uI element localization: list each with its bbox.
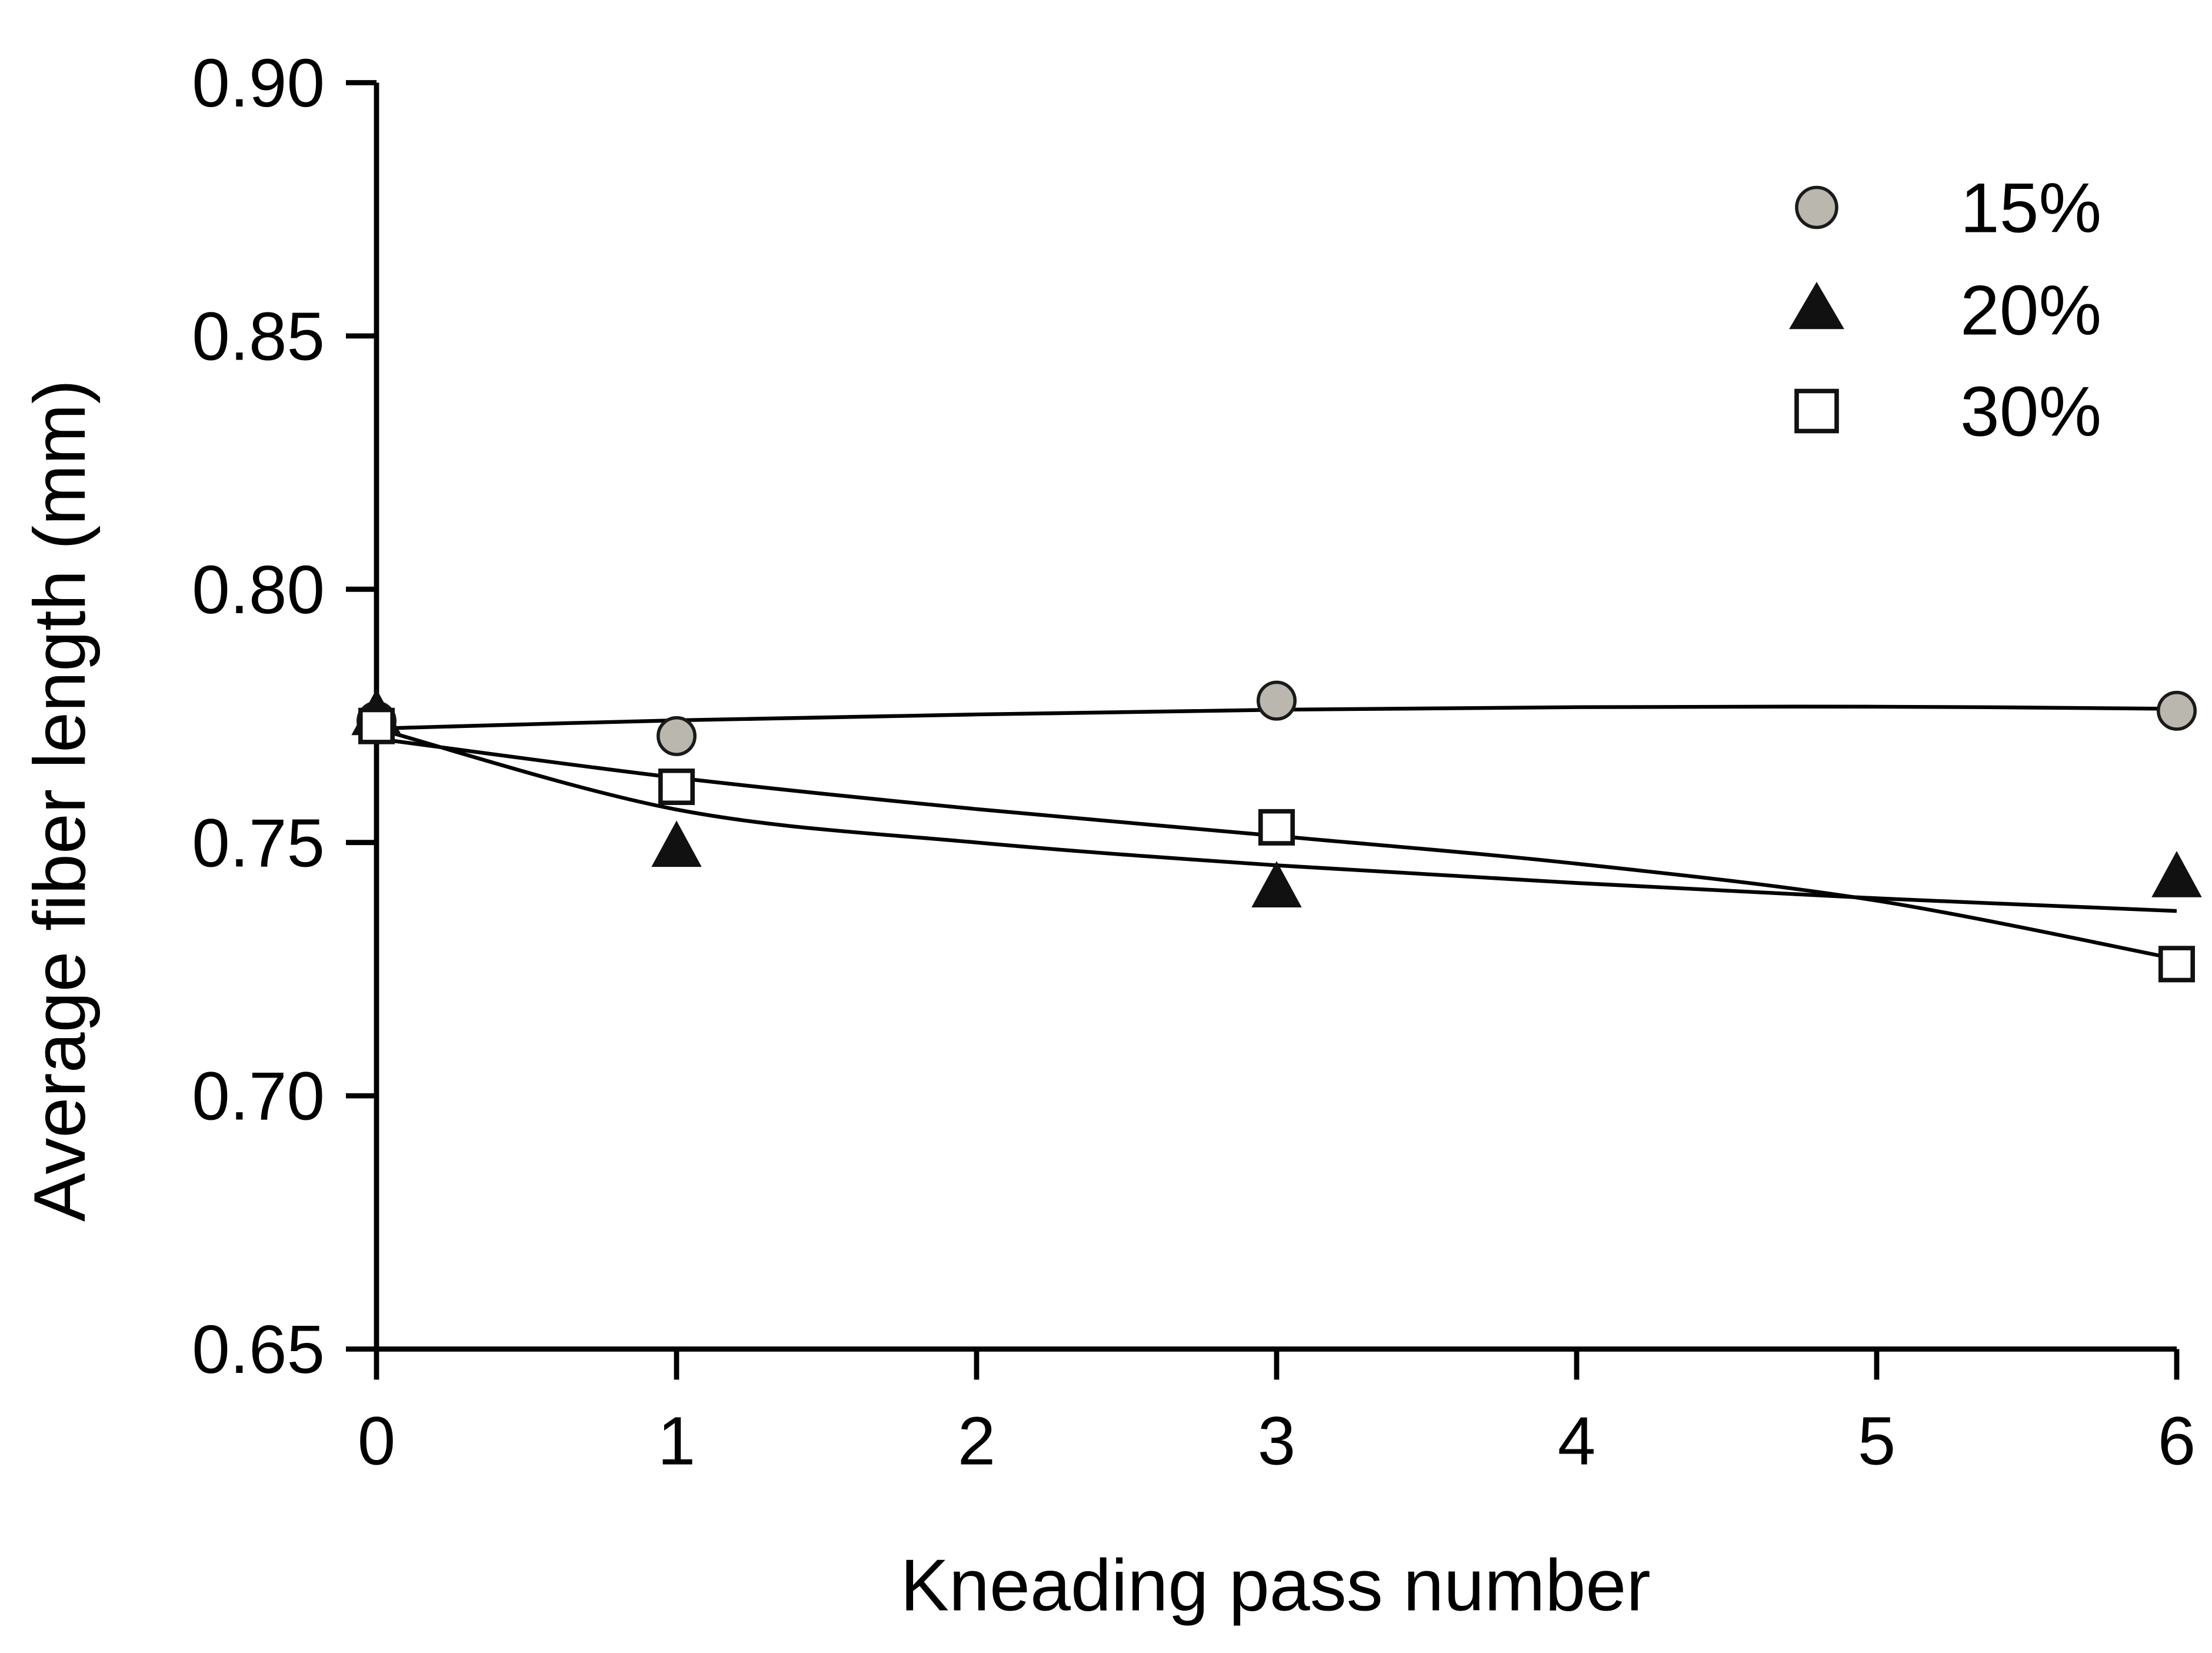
x-tick-label: 6 bbox=[2158, 1403, 2196, 1479]
x-tick-label: 5 bbox=[1858, 1403, 1896, 1479]
legend-marker-2 bbox=[1794, 388, 1839, 434]
marker-30%-x6 bbox=[2158, 946, 2196, 983]
y-tick-label: 0.75 bbox=[192, 804, 325, 881]
y-tick-label: 0.65 bbox=[192, 1311, 325, 1388]
marker-20%-x3 bbox=[1251, 861, 1302, 907]
marker-20%-x1 bbox=[651, 820, 702, 867]
legend-marker-0 bbox=[1795, 185, 1838, 230]
y-tick-label: 0.80 bbox=[192, 551, 325, 628]
legend-label-2: 30% bbox=[1960, 372, 2101, 451]
marker-30%-x0 bbox=[358, 707, 395, 744]
y-tick-label: 0.85 bbox=[192, 298, 325, 375]
marker-15%-x6 bbox=[2157, 690, 2197, 731]
x-tick-label: 3 bbox=[1258, 1403, 1296, 1479]
trend-line-30% bbox=[376, 737, 2177, 961]
y-axis-title: Average fiber length (mm) bbox=[19, 380, 101, 1222]
x-tick-label: 1 bbox=[658, 1403, 696, 1479]
y-tick-label: 0.70 bbox=[192, 1058, 325, 1135]
legend-label-0: 15% bbox=[1960, 169, 2101, 248]
y-tick-label: 0.90 bbox=[192, 45, 325, 121]
marker-20%-x6 bbox=[2151, 851, 2202, 897]
legend-label-1: 20% bbox=[1960, 271, 2101, 350]
x-tick-label: 0 bbox=[358, 1403, 396, 1479]
x-tick-label: 4 bbox=[1558, 1403, 1596, 1479]
x-tick-label: 2 bbox=[958, 1403, 996, 1479]
marker-30%-x3 bbox=[1258, 809, 1295, 846]
x-axis-title: Kneading pass number bbox=[900, 1545, 1650, 1627]
axes-layer: 0.65 0.70 0.75 0.80 0.85 0.90 0 1 2 3 4 5 6 bbox=[192, 45, 2196, 1479]
marker-15%-x1 bbox=[657, 716, 697, 756]
marker-30%-x1 bbox=[658, 769, 695, 806]
data-markers-layer bbox=[351, 680, 2202, 983]
marker-15%-x3 bbox=[1257, 680, 1297, 721]
legend: 15% 20% 30% bbox=[1789, 169, 2101, 451]
legend-marker-1 bbox=[1789, 281, 1844, 330]
